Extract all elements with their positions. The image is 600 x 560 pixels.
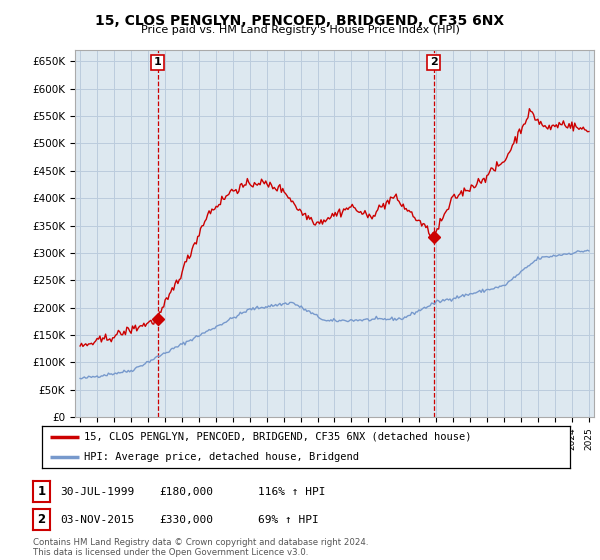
Text: £180,000: £180,000 [159,487,213,497]
Text: 15, CLOS PENGLYN, PENCOED, BRIDGEND, CF35 6NX (detached house): 15, CLOS PENGLYN, PENCOED, BRIDGEND, CF3… [84,432,472,441]
Text: 2: 2 [430,58,437,67]
Text: 69% ↑ HPI: 69% ↑ HPI [258,515,319,525]
Text: 30-JUL-1999: 30-JUL-1999 [60,487,134,497]
Text: Contains HM Land Registry data © Crown copyright and database right 2024.
This d: Contains HM Land Registry data © Crown c… [33,538,368,557]
Text: 116% ↑ HPI: 116% ↑ HPI [258,487,325,497]
Text: Price paid vs. HM Land Registry's House Price Index (HPI): Price paid vs. HM Land Registry's House … [140,25,460,35]
Text: 03-NOV-2015: 03-NOV-2015 [60,515,134,525]
Text: HPI: Average price, detached house, Bridgend: HPI: Average price, detached house, Brid… [84,452,359,461]
Text: 1: 1 [37,485,46,498]
Text: £330,000: £330,000 [159,515,213,525]
Text: 1: 1 [154,58,161,67]
Text: 2: 2 [37,513,46,526]
Text: 15, CLOS PENGLYN, PENCOED, BRIDGEND, CF35 6NX: 15, CLOS PENGLYN, PENCOED, BRIDGEND, CF3… [95,14,505,28]
